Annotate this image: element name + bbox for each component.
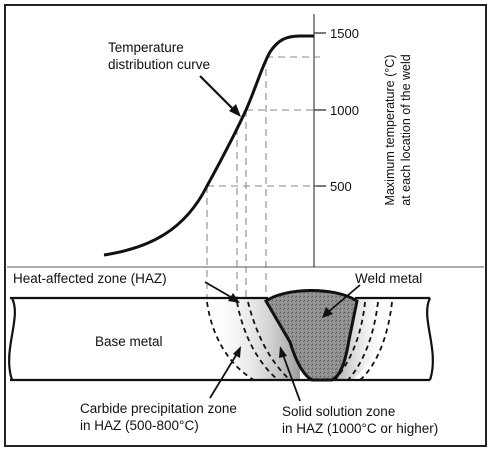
haz-label: Heat-affected zone (HAZ) bbox=[13, 271, 167, 286]
weld-metal-label: Weld metal bbox=[355, 271, 422, 286]
solid-solution-label-line1: Solid solution zone bbox=[282, 404, 395, 419]
solid-solution-leader-arrowhead bbox=[279, 346, 287, 358]
temperature-distribution-curve bbox=[103, 34, 314, 257]
axis-title: Maximum temperature (°C) at each locatio… bbox=[383, 54, 413, 206]
tick-label-1500: 1500 bbox=[330, 26, 359, 41]
base-metal-label: Base metal bbox=[95, 334, 163, 349]
curve-leader-line bbox=[199, 75, 237, 113]
curve-leader-arrowhead bbox=[229, 104, 241, 117]
weld-metal-leader-arrowhead bbox=[322, 307, 333, 318]
y-ticks bbox=[314, 32, 326, 187]
carbide-zone-label-line1: Carbide precipitation zone bbox=[80, 401, 237, 416]
zone-boundary-right-outer bbox=[359, 301, 393, 381]
zone-boundary-left-outer bbox=[206, 301, 255, 381]
zone-boundary-left-mid bbox=[236, 301, 279, 381]
curve-label-line2: distribution curve bbox=[108, 57, 210, 72]
tick-label-500: 500 bbox=[330, 179, 352, 194]
axis-title-line2: at each location of the weld bbox=[399, 54, 413, 206]
weld-cross-section bbox=[8, 289, 434, 382]
outer-frame bbox=[4, 4, 487, 447]
solid-solution-label-line2: in HAZ (1000°C or higher) bbox=[282, 421, 438, 436]
solid-solution-leader-line bbox=[281, 351, 301, 402]
curve-label-line1: Temperature bbox=[108, 40, 184, 55]
axis-title-line1: Maximum temperature (°C) bbox=[383, 55, 397, 206]
haz-leader-arrowhead bbox=[228, 293, 240, 303]
plate-left-edge bbox=[8, 297, 16, 381]
carbide-leader-line bbox=[209, 351, 239, 399]
carbide-leader-arrowhead bbox=[233, 346, 241, 358]
projection-dashes bbox=[206, 56, 320, 298]
plate-right-edge bbox=[426, 297, 434, 381]
weld-metal-leader-line bbox=[326, 284, 361, 314]
tick-label-1000: 1000 bbox=[330, 103, 359, 118]
weld-metal-bead bbox=[264, 289, 359, 382]
temperature-graph: 1500 1000 500 Maximum temperature (°C) a… bbox=[7, 14, 484, 298]
zone-boundary-right-mid bbox=[347, 301, 379, 381]
carbide-zone-label-line2: in HAZ (500-800°C) bbox=[80, 418, 199, 433]
